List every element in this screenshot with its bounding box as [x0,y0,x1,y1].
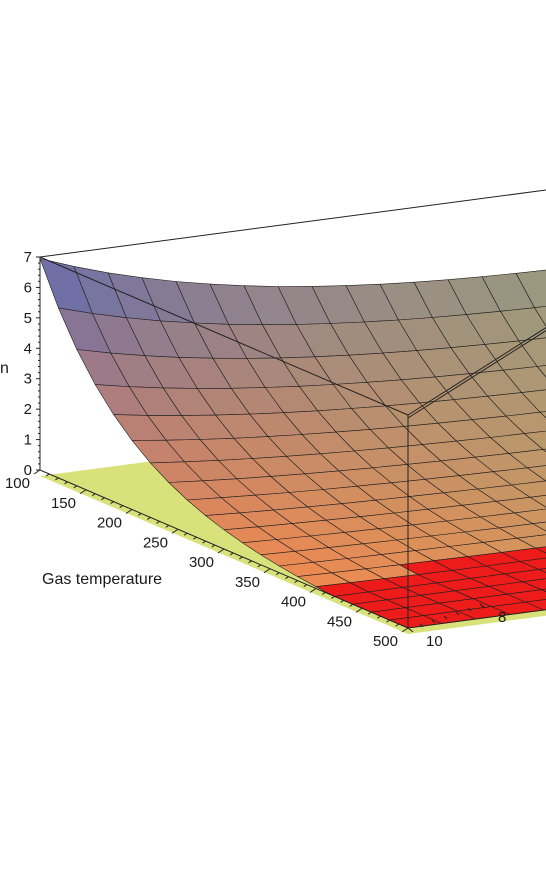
surface-mesh [39,258,546,634]
x-minor-tick [275,572,280,576]
y-minor-tick [419,623,424,628]
x-minor-tick [64,481,68,485]
box-edge-5 [407,609,546,629]
x-minor-tick [386,619,390,623]
x-tick-label: 350 [235,574,260,591]
x-minor-tick [340,599,344,603]
x-minor-tick [285,576,289,580]
box-edge-inner [407,330,546,419]
x-tick [355,607,363,613]
box-edge-2 [39,256,409,416]
x-minor-tick [183,532,188,536]
x-tick [33,469,41,475]
z-axis: 0 1 2 3 4 5 6 7 [24,249,40,479]
z-tick-label: 5 [24,310,32,327]
z-tick-label: 4 [24,340,32,357]
x-tick-label: 300 [189,554,214,571]
y-tick-label: 8 [498,609,506,626]
x-minor-tick [137,513,142,516]
x-minor-tick [294,580,298,584]
x-minor-tick [377,615,381,619]
x-minor-tick [367,611,372,615]
x-minor-tick [349,603,354,607]
x-minor-tick [239,556,243,560]
x-minor-tick [101,497,105,501]
z-tick-label: 0 [24,462,32,479]
x-tick-label: 450 [327,613,352,630]
box-edge-1 [39,189,546,258]
x-axis-title: Gas temperature [42,571,162,588]
y-tick-label: 10 [426,633,443,650]
x-tick [263,568,271,574]
y-axis: 8 10 [407,603,506,650]
y-minor-tick [479,603,484,608]
x-minor-tick [331,595,335,599]
x-tick-label: 100 [5,475,30,492]
x-tick-label: 250 [143,534,168,551]
x-minor-tick [156,520,160,524]
x-minor-tick [193,536,197,540]
z-tick-label: 3 [24,371,32,388]
x-minor-tick [229,552,234,556]
x-tick [309,588,317,593]
z-tick-label: 7 [24,249,32,266]
x-minor-tick [45,473,50,477]
x-minor-tick [110,501,114,505]
x-tick [401,627,409,633]
x-minor-tick [395,623,400,627]
x-minor-tick [257,564,262,568]
y-minor-tick [467,607,472,612]
x-minor-tick [211,544,216,548]
x-tick [171,528,179,534]
x-minor-tick [91,493,96,497]
x-minor-tick [165,524,170,528]
x-minor-tick [303,584,308,587]
x-tick [125,509,133,514]
z-axis-title: n [0,360,9,377]
x-tick [217,548,225,554]
box-edge-back [407,327,546,416]
x-tick-label: 150 [51,495,76,512]
x-minor-tick [55,477,59,481]
z-tick-label: 6 [24,279,32,296]
z-tick-label: 2 [24,401,32,418]
x-tick-label: 200 [97,515,122,532]
x-minor-tick [321,592,326,595]
x-tick [79,489,87,495]
x-minor-tick [119,505,124,508]
x-tick-label: 400 [281,594,306,611]
x-minor-tick [248,560,252,564]
x-minor-tick [73,485,78,489]
x-tick-label: 500 [373,633,398,650]
y-minor-tick [455,611,460,616]
y-minor-tick [431,619,436,624]
y-tick [407,627,414,633]
x-axis: 100 150 200 250 300 350 400 450 500 [5,469,409,650]
x-minor-tick [202,540,206,544]
z-tick-label: 1 [24,432,32,449]
y-minor-tick [443,615,448,620]
x-minor-tick [147,516,151,520]
